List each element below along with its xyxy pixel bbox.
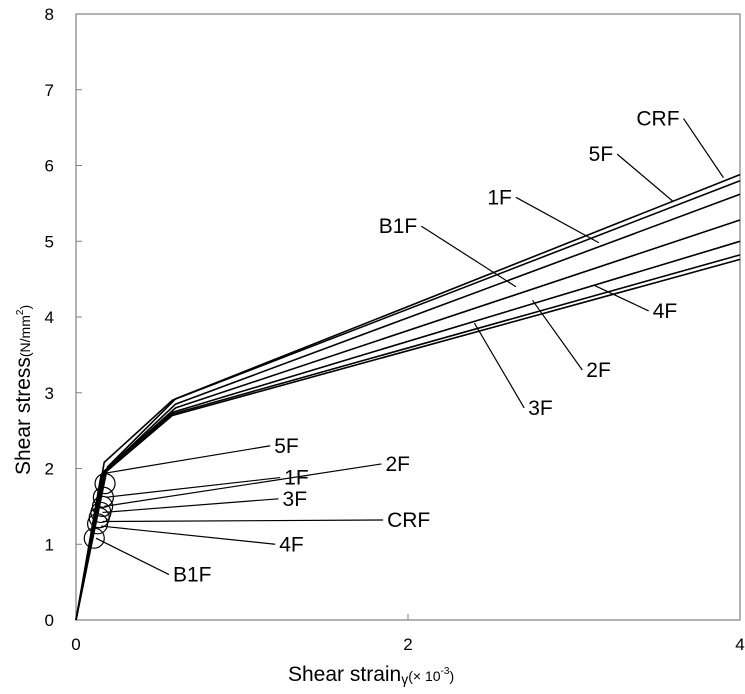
y-tick-label: 8 (45, 5, 54, 24)
annotation-label: 4F (653, 300, 678, 323)
annotation-label: CRF (387, 509, 430, 532)
y-tick-label: 6 (45, 157, 54, 176)
x-axis-label: Shear strainγ(× 10-3) (288, 663, 454, 687)
y-tick-label: 5 (45, 232, 54, 251)
annotation-leader (473, 322, 525, 409)
annotation-leader (593, 284, 649, 312)
annotation-label: 5F (589, 143, 614, 166)
annotation-leader (683, 118, 724, 178)
data-series (75, 173, 741, 621)
y-tick-label: 0 (45, 611, 54, 630)
annotation-leader (95, 537, 170, 576)
yield-marker-1f (92, 486, 114, 508)
annotation-leader (616, 153, 674, 203)
y-tick-label: 4 (45, 308, 54, 327)
series-line-b1f (75, 219, 741, 621)
y-tick-label: 2 (45, 460, 54, 479)
y-axis-label-unit-exp: 2 (15, 309, 26, 315)
annotation-label: 4F (279, 533, 304, 556)
annotation-leader (100, 525, 276, 545)
x-tick-label: 2 (403, 635, 412, 654)
annotation-label: 1F (487, 186, 512, 209)
annotation-leader (105, 476, 281, 498)
y-tick-label: 1 (45, 535, 54, 554)
annotation-leader (532, 299, 583, 371)
y-tick-label: 3 (45, 384, 54, 403)
annotation-leader (102, 498, 279, 514)
y-axis-label-unit-prefix: (N/mm (17, 315, 33, 357)
yield-markers (83, 473, 116, 549)
series-line-crf (75, 173, 741, 621)
yield-marker-5f (94, 473, 116, 495)
annotation-label: 3F (283, 488, 308, 511)
annotation-label: B1F (379, 215, 418, 238)
yield-marker-b1f (83, 527, 105, 549)
annotation-label: CRF (636, 108, 679, 131)
x-axis-label-unit-exp: -3 (441, 666, 450, 677)
series-annotations: CRF 5F 1F B1F 4F 2F 3F 5F 1F 2F 3F CRF 4F B1F (95, 108, 724, 587)
annotation-label: 3F (528, 397, 553, 420)
x-axis-label-unit-suffix: ) (449, 668, 454, 684)
yield-marker-4f (86, 513, 109, 535)
x-axis-label-unit-prefix: (× 10 (408, 668, 441, 684)
annotation-label: 2F (586, 359, 611, 382)
x-tick-label: 0 (71, 635, 80, 654)
series-line-5f (75, 179, 741, 621)
annotation-leader (420, 225, 517, 288)
y-tick-label: 7 (45, 81, 54, 100)
y-axis-ticks: 0 1 2 3 4 5 6 7 8 (45, 5, 82, 630)
annotation-label: 2F (385, 453, 410, 476)
x-tick-label: 4 (735, 635, 744, 654)
y-axis-label-unit-suffix: ) (17, 305, 33, 310)
series-line-3f (75, 258, 741, 621)
annotation-label: 5F (274, 435, 299, 458)
x-axis-label-main: Shear strain (288, 663, 401, 686)
annotation-leader (105, 445, 271, 474)
annotation-leader (104, 463, 382, 507)
annotation-label: B1F (173, 564, 212, 587)
annotation-leader (515, 196, 600, 244)
y-axis-label: Shear stress(N/mm2) (12, 305, 35, 475)
x-axis-label-symbol: γ (401, 671, 408, 687)
annotation-label: 1F (284, 467, 309, 490)
y-axis-label-main: Shear stress (12, 357, 35, 475)
annotation-leader (102, 519, 384, 523)
